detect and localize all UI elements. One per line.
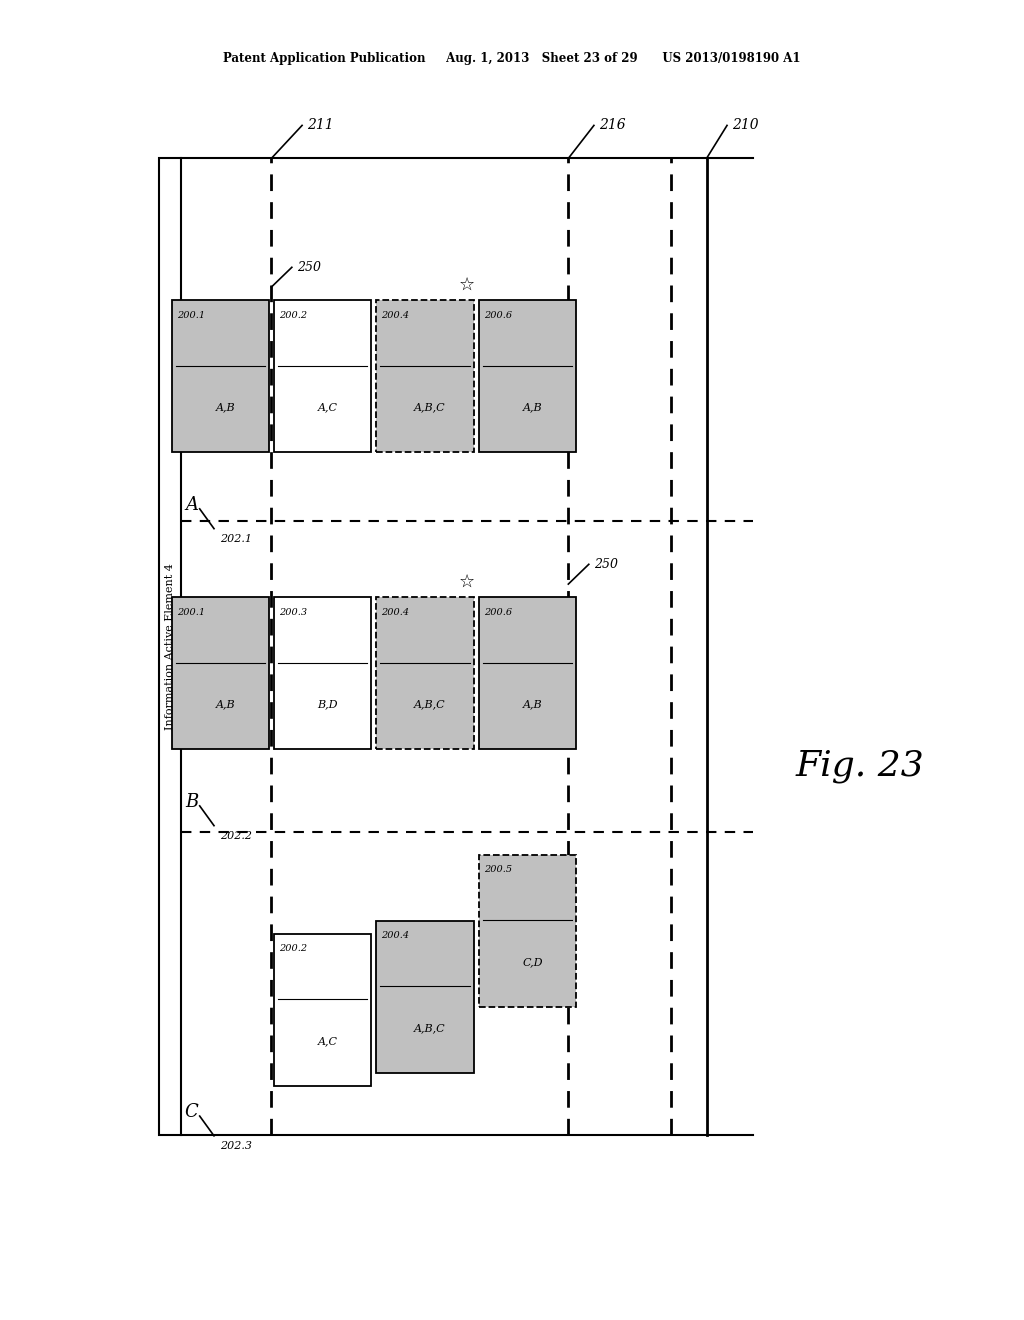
Bar: [479, 855, 575, 1006]
Text: 211: 211: [307, 119, 334, 132]
Text: A,B,C: A,B,C: [415, 1023, 445, 1034]
Bar: [274, 597, 372, 750]
Text: ☆: ☆: [459, 276, 474, 294]
Text: 200.3: 200.3: [279, 607, 307, 616]
Text: ☆: ☆: [459, 573, 474, 591]
Text: 216: 216: [599, 119, 626, 132]
Text: A: A: [185, 496, 198, 513]
Bar: [377, 921, 473, 1072]
Text: 200.4: 200.4: [381, 932, 410, 940]
Bar: [479, 301, 575, 451]
Bar: [159, 158, 181, 1135]
Text: Fig. 23: Fig. 23: [796, 748, 925, 783]
Text: A,B,C: A,B,C: [415, 403, 445, 413]
Bar: [274, 301, 372, 451]
Text: B,D: B,D: [317, 700, 338, 710]
Text: 210: 210: [732, 119, 759, 132]
Bar: [171, 597, 268, 750]
Text: 200.4: 200.4: [381, 312, 410, 319]
Text: Patent Application Publication     Aug. 1, 2013   Sheet 23 of 29      US 2013/01: Patent Application Publication Aug. 1, 2…: [223, 51, 801, 65]
Text: B: B: [185, 793, 198, 810]
Text: 200.2: 200.2: [279, 945, 307, 953]
Text: 200.6: 200.6: [484, 607, 512, 616]
Text: A,B: A,B: [522, 403, 543, 413]
Bar: [171, 301, 268, 451]
Text: 250: 250: [297, 261, 321, 273]
Text: Information Active Element 4: Information Active Element 4: [165, 564, 175, 730]
Bar: [377, 301, 473, 451]
Text: A,B: A,B: [215, 403, 236, 413]
Text: A,B: A,B: [215, 700, 236, 710]
Text: C,D: C,D: [522, 957, 543, 968]
Bar: [377, 597, 473, 750]
Text: 200.5: 200.5: [484, 866, 512, 874]
Text: 200.4: 200.4: [381, 607, 410, 616]
Text: 200.1: 200.1: [176, 312, 205, 319]
Bar: [479, 597, 575, 750]
Text: A,B: A,B: [522, 700, 543, 710]
Text: 200.2: 200.2: [279, 312, 307, 319]
Text: C: C: [184, 1104, 199, 1121]
Text: 200.6: 200.6: [484, 312, 512, 319]
Text: A,C: A,C: [317, 1036, 338, 1047]
Bar: [274, 935, 372, 1085]
Text: 250: 250: [594, 558, 617, 570]
Text: 202.3: 202.3: [220, 1140, 252, 1151]
Text: 202.2: 202.2: [220, 832, 252, 841]
Text: A,C: A,C: [317, 403, 338, 413]
Text: A,B,C: A,B,C: [415, 700, 445, 710]
Text: 202.1: 202.1: [220, 535, 252, 544]
Text: 200.1: 200.1: [176, 607, 205, 616]
